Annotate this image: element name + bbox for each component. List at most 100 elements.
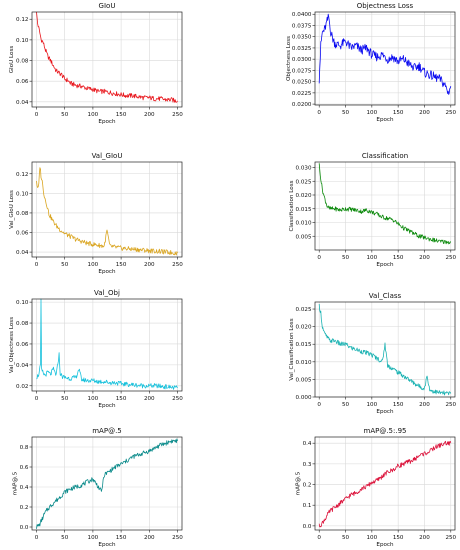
y-tick-label: 0.2 xyxy=(303,483,312,489)
axes-frame xyxy=(314,161,456,251)
x-tick-label: 100 xyxy=(88,396,99,402)
x-tick-label: 100 xyxy=(366,402,377,408)
y-axis-label: GIoU Loss xyxy=(9,46,15,74)
x-tick-label: 250 xyxy=(445,535,456,541)
y-tick-label: 0.0250 xyxy=(292,80,312,86)
y-axis-label: mAP@.5 xyxy=(12,471,18,495)
y-tick-label: 0.0375 xyxy=(292,23,312,29)
series-line xyxy=(318,440,452,528)
x-tick-label: 150 xyxy=(116,112,127,118)
y-axis-label: Val_Objectness Loss xyxy=(9,317,15,373)
y-tick-label: 0.005 xyxy=(295,234,311,240)
y-tick-label: 0.3 xyxy=(303,462,312,468)
y-tick-label: 0.015 xyxy=(295,207,311,213)
y-tick-label: 0.0300 xyxy=(292,57,312,63)
x-tick-label: 150 xyxy=(116,262,127,268)
axes-frame xyxy=(31,298,183,392)
axes-frame xyxy=(31,161,183,258)
x-tick-label: 200 xyxy=(419,110,430,116)
y-tick-label: 0.0325 xyxy=(292,46,312,52)
chart-title: Val_Class xyxy=(369,292,402,300)
x-tick-label: 150 xyxy=(393,535,404,541)
x-tick-label: 0 xyxy=(317,535,321,541)
x-tick-label: 200 xyxy=(144,535,155,541)
series-line xyxy=(318,303,452,396)
chart-panel: 0 50 100 150 200 250 0.000 0.005 0.010 0.015 0.020… xyxy=(289,292,457,415)
y-tick-label: 0.06 xyxy=(16,79,29,85)
y-tick-label: 0.02 xyxy=(16,384,28,390)
x-tick-label: 200 xyxy=(419,535,430,541)
y-tick-label: 0.08 xyxy=(16,59,29,65)
y-tick-label: 0.0400 xyxy=(292,12,312,18)
y-tick-label: 0.015 xyxy=(295,342,311,348)
y-tick-label: 0.020 xyxy=(295,193,311,199)
chart-title: mAP@.5:.95 xyxy=(364,427,407,435)
series-line xyxy=(318,13,452,95)
y-tick-label: 0.020 xyxy=(295,325,311,331)
y-axis-label: Val_Classification Loss xyxy=(289,318,295,380)
x-axis-label: Epoch xyxy=(376,409,394,415)
x-tick-label: 200 xyxy=(419,402,430,408)
y-tick-label: 0.2 xyxy=(20,505,29,511)
y-tick-label: 0.0275 xyxy=(292,68,312,74)
x-tick-label: 0 xyxy=(317,402,321,408)
y-tick-label: 0.06 xyxy=(16,231,29,237)
x-axis-label: Epoch xyxy=(98,542,116,548)
y-tick-label: 0.06 xyxy=(16,342,29,348)
x-tick-label: 200 xyxy=(419,255,430,261)
x-tick-label: 150 xyxy=(393,110,404,116)
x-axis-label: Epoch xyxy=(98,119,116,125)
x-axis-label: Epoch xyxy=(98,269,116,275)
axes-frame xyxy=(31,436,183,531)
x-tick-label: 100 xyxy=(366,110,377,116)
chart-title: Classification xyxy=(362,152,408,160)
chart-panel: 0 50 100 150 200 250 0.02 0.04 0.06 0.08 0.10 Val_O… xyxy=(9,289,183,409)
x-tick-label: 50 xyxy=(342,110,350,116)
x-tick-label: 250 xyxy=(445,110,456,116)
x-tick-label: 150 xyxy=(116,535,127,541)
y-tick-label: 0.10 xyxy=(16,191,29,197)
series-line xyxy=(36,167,178,256)
chart-title: Val_Obj xyxy=(94,289,120,297)
series-line xyxy=(36,11,178,103)
y-tick-label: 0.08 xyxy=(16,211,29,217)
x-axis-label: Epoch xyxy=(98,403,116,409)
y-tick-label: 0.04 xyxy=(16,100,29,106)
x-tick-label: 250 xyxy=(445,402,456,408)
y-tick-label: 0.000 xyxy=(295,395,311,401)
y-tick-label: 0.0 xyxy=(20,525,29,531)
chart-title: Objectness Loss xyxy=(357,2,414,10)
x-tick-label: 100 xyxy=(88,262,99,268)
x-tick-label: 50 xyxy=(61,112,69,118)
y-tick-label: 0.4 xyxy=(20,485,29,491)
x-tick-label: 50 xyxy=(61,535,69,541)
y-tick-label: 0.04 xyxy=(16,250,29,256)
chart-panel: 0 50 100 150 200 250 0.0 0.2 0.4 0.6 0.8 mAP@.5 Epoc… xyxy=(12,427,183,548)
x-tick-label: 100 xyxy=(88,535,99,541)
x-tick-label: 150 xyxy=(116,396,127,402)
x-axis-label: Epoch xyxy=(376,542,394,548)
chart-title: GIoU xyxy=(99,2,116,10)
y-axis-label: Val_GIoU Loss xyxy=(9,190,15,229)
series-line xyxy=(318,163,452,245)
series-line xyxy=(36,438,178,529)
y-tick-label: 0.010 xyxy=(295,360,311,366)
y-axis-label: mAP@.5 xyxy=(295,471,301,495)
x-tick-label: 0 xyxy=(35,112,39,118)
y-tick-label: 0.0350 xyxy=(292,35,312,41)
y-tick-label: 0.4 xyxy=(303,441,312,447)
y-tick-label: 0.04 xyxy=(16,363,29,369)
y-tick-label: 0.6 xyxy=(20,465,29,471)
y-tick-label: 0.025 xyxy=(295,179,311,185)
x-tick-label: 0 xyxy=(317,110,321,116)
x-tick-label: 0 xyxy=(35,535,39,541)
axes-frame xyxy=(314,301,456,398)
y-tick-label: 0.10 xyxy=(16,300,29,306)
x-tick-label: 100 xyxy=(366,255,377,261)
chart-panel: 0 50 100 150 200 250 0.04 0.06 0.08 0.10 0.12 GIoU E… xyxy=(9,2,183,125)
y-tick-label: 0.025 xyxy=(295,307,311,313)
y-tick-label: 0.10 xyxy=(16,38,29,44)
axes-frame xyxy=(314,436,456,531)
x-tick-label: 250 xyxy=(172,262,183,268)
